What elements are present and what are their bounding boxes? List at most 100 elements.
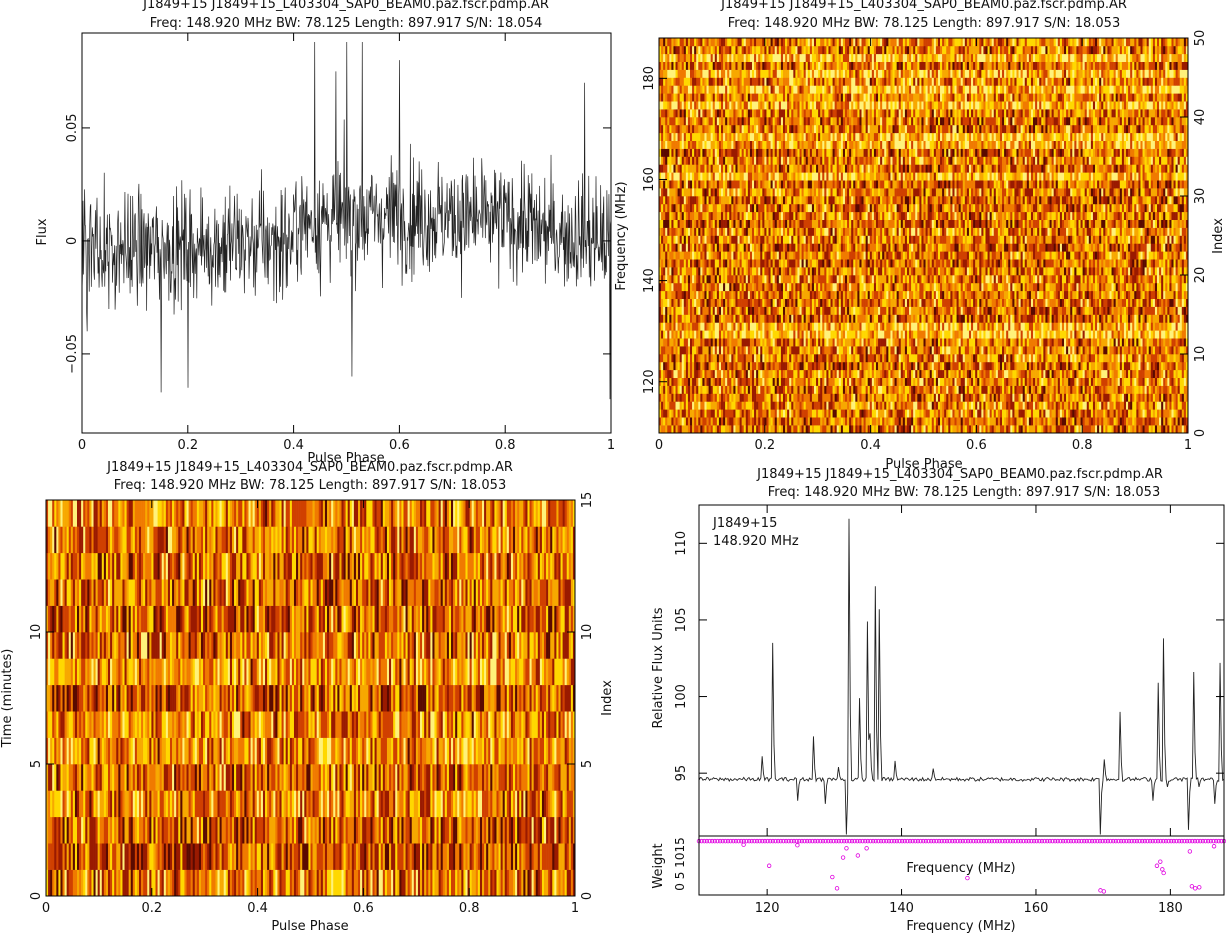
heatmap-cell: [669, 346, 672, 355]
heatmap-cell: [1109, 330, 1112, 339]
heatmap-cell: [937, 385, 941, 394]
heatmap-cell: [1175, 346, 1178, 355]
heatmap-cell: [873, 322, 877, 331]
heatmap-cell: [1150, 322, 1154, 331]
heatmap-cell: [923, 385, 926, 394]
heatmap-cell: [805, 290, 809, 299]
heatmap-cell: [690, 393, 693, 402]
heatmap-cell: [838, 282, 842, 292]
heatmap-cell: [1144, 314, 1147, 323]
heatmap-cell: [725, 425, 728, 434]
heatmap-cell: [826, 361, 829, 371]
heatmap-cell: [1123, 298, 1127, 307]
heatmap-cell: [712, 385, 716, 394]
heatmap-cell: [1148, 393, 1152, 402]
heatmap-cell: [706, 306, 709, 315]
heatmap-cell: [706, 290, 709, 299]
heatmap-cell: [890, 369, 893, 378]
heatmap-cell: [811, 401, 815, 410]
heatmap-cell: [836, 314, 840, 323]
heatmap-cell: [1185, 322, 1189, 331]
heatmap-cell: [729, 409, 732, 418]
heatmap-cell: [782, 377, 786, 386]
heatmap-cell: [946, 417, 949, 426]
heatmap-cell: [1006, 330, 1009, 339]
heatmap-cell: [1086, 425, 1090, 434]
heatmap-cell: [698, 346, 701, 355]
heatmap-cell: [898, 290, 902, 299]
heatmap-cell: [768, 369, 771, 378]
heatmap-cell: [787, 282, 790, 292]
heatmap-cell: [1109, 409, 1112, 418]
heatmap-cell: [1030, 322, 1034, 331]
heatmap-cell: [712, 401, 716, 410]
heatmap-cell: [940, 417, 943, 426]
heatmap-cell: [782, 354, 786, 363]
heatmap-cell: [869, 322, 873, 331]
heatmap-cell: [1072, 401, 1075, 410]
heatmap-cell: [909, 282, 912, 292]
heatmap-cell: [971, 425, 974, 434]
heatmap-cell: [1066, 322, 1069, 331]
heatmap-cell: [1103, 322, 1106, 331]
heatmap-cell: [894, 361, 897, 371]
heatmap-cell: [687, 369, 691, 378]
heatmap-cell: [764, 361, 767, 371]
heatmap-cell: [981, 417, 984, 426]
heatmap-cell: [1157, 298, 1160, 307]
heatmap-cell: [1024, 290, 1028, 299]
heatmap-cell: [1117, 409, 1121, 418]
heatmap-cell: [1033, 306, 1036, 315]
heatmap-cell: [675, 361, 678, 371]
heatmap-cell: [723, 401, 726, 410]
heatmap-cell: [694, 377, 697, 386]
heatmap-cell: [710, 314, 714, 323]
heatmap-cell: [793, 361, 796, 371]
heatmap-cell: [791, 401, 794, 410]
heatmap-cell: [692, 401, 695, 410]
heatmap-cell: [1101, 322, 1104, 331]
heatmap-cell: [925, 306, 928, 315]
heatmap-cell: [766, 377, 769, 386]
heatmap-cell: [1136, 282, 1139, 292]
heatmap-cell: [1078, 354, 1081, 363]
heatmap-cell: [731, 425, 734, 434]
heatmap-cell: [1004, 330, 1007, 339]
heatmap-cell: [677, 314, 680, 323]
heatmap-cell: [962, 354, 966, 363]
heatmap-cell: [832, 393, 835, 402]
heatmap-cell: [836, 354, 840, 363]
heatmap-cell: [1092, 346, 1096, 355]
heatmap-cell: [933, 425, 937, 434]
heatmap-cell: [987, 322, 990, 331]
heatmap-cell: [1105, 361, 1108, 371]
heatmap-cell: [944, 417, 947, 426]
heatmap-cell: [1115, 393, 1119, 402]
heatmap-cell: [791, 275, 794, 284]
heatmap-cell: [731, 338, 734, 347]
heatmap-cell: [737, 417, 740, 426]
heatmap-cell: [764, 385, 767, 394]
heatmap-cell: [875, 361, 879, 371]
heatmap-cell: [1142, 346, 1145, 355]
heatmap-cell: [995, 425, 999, 434]
heatmap-cell: [712, 290, 716, 299]
heatmap-cell: [793, 290, 796, 299]
heatmap-cell: [875, 330, 879, 339]
heatmap-cell: [1076, 361, 1079, 371]
heatmap-cell: [758, 361, 761, 371]
heatmap-cell: [1121, 417, 1125, 426]
heatmap-cell: [793, 385, 796, 394]
heatmap-cell: [1165, 346, 1168, 355]
heatmap-cell: [991, 425, 995, 434]
heatmap-cell: [789, 393, 792, 402]
heatmap-cell: [964, 330, 968, 339]
heatmap-cell: [1095, 354, 1098, 363]
heatmap-cell: [807, 361, 811, 371]
heatmap-cell: [797, 346, 800, 355]
heatmap-cell: [1008, 306, 1011, 315]
heatmap-cell: [946, 354, 949, 363]
heatmap-cell: [1010, 385, 1013, 394]
heatmap-cell: [683, 393, 687, 402]
heatmap-cell: [1026, 425, 1030, 434]
